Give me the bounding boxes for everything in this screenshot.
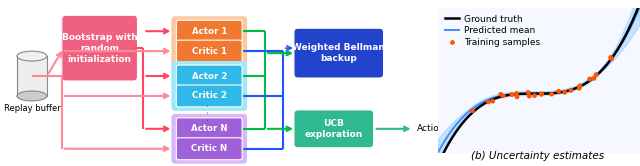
Bar [17, 56, 47, 96]
Text: Actor 1: Actor 1 [191, 27, 227, 36]
Point [575, 84, 585, 87]
Point [511, 92, 522, 95]
FancyBboxPatch shape [177, 40, 242, 62]
Text: Critic 2: Critic 2 [192, 91, 227, 100]
FancyBboxPatch shape [172, 114, 247, 164]
FancyBboxPatch shape [294, 110, 374, 148]
Point [536, 93, 547, 95]
Point [566, 89, 576, 92]
Point [467, 109, 477, 112]
FancyBboxPatch shape [177, 20, 242, 42]
Point [498, 95, 508, 97]
Point [507, 93, 517, 96]
Text: UCB
exploration: UCB exploration [305, 119, 363, 139]
Text: · · ·: · · · [204, 103, 214, 121]
Point [559, 91, 570, 94]
Point [591, 73, 602, 76]
FancyBboxPatch shape [172, 16, 247, 66]
Text: Replay buffer: Replay buffer [3, 104, 60, 113]
FancyBboxPatch shape [172, 61, 247, 111]
Text: Critic 1: Critic 1 [192, 47, 227, 56]
Text: Actor N: Actor N [191, 124, 227, 133]
FancyBboxPatch shape [177, 118, 242, 140]
Point [488, 100, 498, 103]
Point [495, 93, 506, 96]
Ellipse shape [17, 51, 47, 61]
Point [483, 101, 493, 103]
FancyBboxPatch shape [294, 28, 383, 78]
Point [554, 90, 564, 93]
Point [524, 95, 534, 97]
FancyBboxPatch shape [177, 138, 242, 160]
Point [584, 78, 595, 80]
Text: Weighted Bellman
backup: Weighted Bellman backup [292, 43, 385, 63]
Point [529, 94, 540, 97]
Point [512, 95, 522, 98]
Text: Critic N: Critic N [191, 144, 227, 153]
Text: (b) Uncertainty estimates: (b) Uncertainty estimates [471, 151, 604, 161]
Text: Actor 2: Actor 2 [191, 72, 227, 81]
Point [536, 93, 547, 95]
Ellipse shape [17, 91, 47, 101]
Point [547, 93, 557, 95]
Point [589, 77, 599, 80]
Point [605, 56, 616, 59]
Point [523, 91, 533, 94]
FancyBboxPatch shape [62, 15, 138, 81]
Point [574, 87, 584, 90]
Text: Action: Action [417, 124, 445, 133]
Point [606, 57, 616, 60]
FancyBboxPatch shape [177, 65, 242, 87]
Text: Bootstrap with
random
initialization: Bootstrap with random initialization [62, 33, 138, 64]
FancyBboxPatch shape [177, 85, 242, 107]
Legend: Ground truth, Predicted mean, Training samples: Ground truth, Predicted mean, Training s… [443, 13, 541, 49]
